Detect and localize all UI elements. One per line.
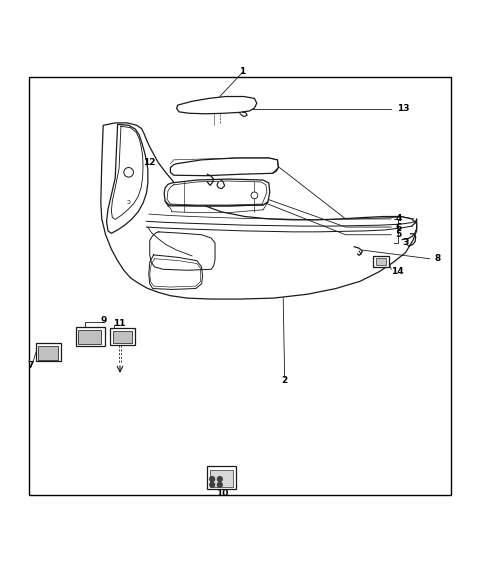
Bar — [76, 327, 105, 346]
Bar — [78, 330, 101, 344]
Polygon shape — [164, 179, 270, 206]
Polygon shape — [170, 158, 278, 176]
Circle shape — [210, 477, 215, 481]
Text: 13: 13 — [397, 104, 409, 113]
Circle shape — [217, 477, 222, 481]
Polygon shape — [101, 123, 417, 299]
Bar — [376, 258, 386, 265]
Bar — [210, 470, 233, 487]
Bar — [110, 328, 135, 345]
Polygon shape — [177, 96, 257, 114]
Text: 2: 2 — [281, 376, 288, 385]
Bar — [207, 466, 236, 489]
Circle shape — [251, 192, 258, 198]
Polygon shape — [107, 124, 148, 233]
Circle shape — [210, 482, 215, 487]
Text: 14: 14 — [391, 267, 404, 276]
Text: 7: 7 — [27, 361, 34, 370]
Text: 1: 1 — [239, 66, 246, 76]
Text: ɔ: ɔ — [126, 200, 130, 205]
Text: 12: 12 — [144, 158, 156, 167]
Text: 4: 4 — [395, 215, 402, 223]
Bar — [36, 343, 61, 361]
Text: 5: 5 — [395, 230, 402, 239]
Text: 6: 6 — [395, 223, 402, 231]
Text: 10: 10 — [216, 489, 228, 499]
Bar — [373, 256, 389, 267]
Circle shape — [124, 167, 133, 177]
Bar — [113, 331, 132, 343]
Bar — [29, 77, 451, 495]
Circle shape — [217, 482, 222, 487]
Text: 11: 11 — [113, 319, 125, 328]
Text: 3: 3 — [402, 238, 409, 248]
Text: 9: 9 — [100, 316, 107, 325]
Bar — [38, 346, 58, 359]
Text: 8: 8 — [434, 254, 441, 263]
